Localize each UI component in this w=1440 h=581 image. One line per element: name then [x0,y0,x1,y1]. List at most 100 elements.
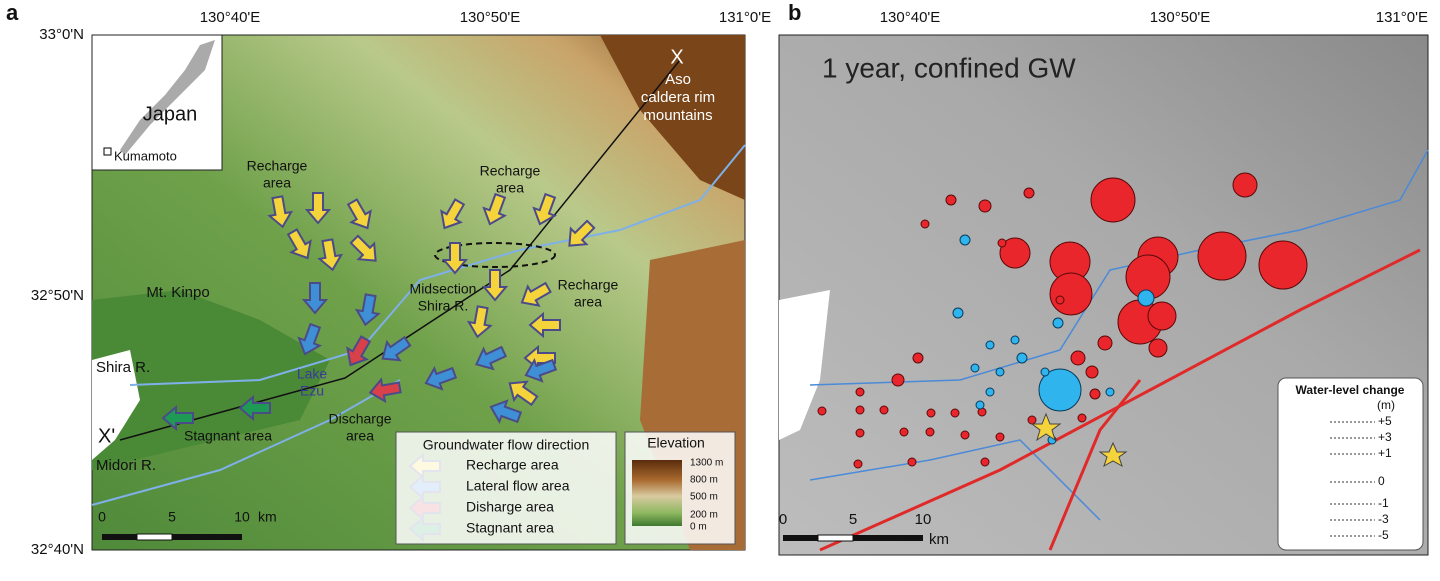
water-level-drop [1016,352,1028,364]
water-level-drop [1137,289,1155,307]
water-level-rise [891,373,905,387]
panel-b [778,34,1429,556]
lon-tick-label: 131°0'E [1376,9,1428,26]
place-label: Aso [665,71,691,88]
legend-label: Lateral flow area [466,478,570,494]
water-level-rise [1097,335,1113,351]
place-label: area [574,294,602,310]
water-level-rise [1090,177,1136,223]
legend-tick: 0 [1378,474,1385,488]
water-level-drop [952,307,964,319]
elevation-tick: 800 m [690,475,718,486]
place-label: area [496,180,524,196]
water-level-rise [920,219,930,229]
water-level-rise [950,408,960,418]
scale-tick: 5 [168,509,176,525]
scalebar [817,534,854,542]
map-title: 1 year, confined GW [822,52,1076,83]
legend-tick: +5 [1378,414,1392,428]
water-level-rise [855,387,865,397]
water-level-rise [899,427,909,437]
inset-country: Japan [143,103,198,125]
water-level-rise [999,237,1031,269]
water-level-drop [1105,387,1115,397]
elevation-tick: 0 m [690,522,707,533]
water-level-rise [817,406,827,416]
lat-tick-label: 32°50'N [31,287,84,304]
scale-tick: 10 [234,509,250,525]
elevation-tick: 500 m [690,492,718,503]
scale-tick: 0 [779,511,787,528]
water-level-rise [855,428,865,438]
panel-label: a [6,0,19,25]
legend-label: Recharge area [466,457,559,473]
sea [92,350,140,460]
water-level-rise [960,430,970,440]
lon-tick-label: 130°50'E [460,9,521,26]
place-label: Stagnant area [184,428,272,444]
water-level-drop [975,400,985,410]
section-marker: X [670,46,683,68]
water-level-rise [853,459,863,469]
place-label: area [263,175,291,191]
water-level-rise [925,427,935,437]
river [129,144,746,386]
elevation-tick: 200 m [690,510,718,521]
water-level-rise [980,457,990,467]
water-level-rise [1077,413,1087,423]
scale-unit: km [258,509,277,525]
water-level-drop [995,367,1005,377]
water-level-rise [1049,272,1093,316]
panel-a [91,34,746,551]
water-level-drop [970,363,980,373]
water-level-rise [907,457,917,467]
river [91,379,401,506]
flow-legend [395,431,617,545]
japan-shape [120,40,215,155]
elevation-bar [632,460,682,526]
legend-label: Disharge area [466,499,554,515]
panel-label: b [788,0,801,25]
scalebar [136,533,173,541]
legend-tick: -1 [1378,496,1389,510]
scale-tick: 5 [849,511,857,528]
water-level-drop [985,387,995,397]
fault [819,248,1421,552]
river [809,439,1101,521]
legend-title: Water-level change [1296,383,1405,397]
midsection-outline [434,242,556,268]
legend-tick: -3 [1378,512,1389,526]
legend-tick: -5 [1378,528,1389,542]
water-level-rise [855,405,865,415]
place-label: Recharge [480,163,541,179]
place-label: mountains [643,107,712,124]
place-label: Discharge [328,411,391,427]
place-label: caldera rim [641,89,715,106]
water-legend [1277,377,1424,551]
legend-tick: +1 [1378,446,1392,460]
water-level-rise [1258,240,1308,290]
water-level-rise [945,194,957,206]
elevation-tick: 1300 m [690,458,723,469]
legend-unit: (m) [1377,398,1395,412]
legend-label: Stagnant area [466,520,554,536]
water-level-rise [1085,365,1099,379]
cross-section [119,59,681,441]
water-level-rise [978,199,992,213]
water-level-rise [1027,415,1037,425]
place-label: Recharge [558,277,619,293]
water-level-rise [1232,172,1258,198]
water-level-drop [985,340,995,350]
water-level-drop [1052,317,1064,329]
water-level-rise [995,432,1005,442]
water-level-rise [1197,231,1247,281]
epicenter [1098,441,1128,468]
water-level-rise [879,405,889,415]
kumamoto-box [103,147,112,156]
epicenter [1030,412,1062,442]
fault [1048,379,1142,551]
legend-title: Elevation [647,435,705,451]
place-label: area [346,428,374,444]
lat-tick-label: 32°40'N [31,541,84,558]
water-level-rise [1089,388,1101,400]
